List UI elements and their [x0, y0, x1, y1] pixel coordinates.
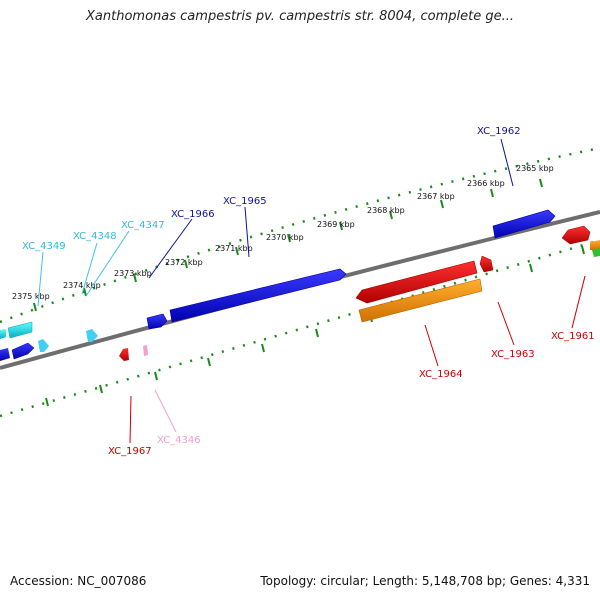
tick-label-2365: 2365 kbp	[516, 164, 554, 173]
gene-labels: XC_1962 XC_1965 XC_1966 XC_4347 XC_4348 …	[22, 126, 595, 457]
tick-label-2372: 2372 kbp	[165, 258, 203, 267]
gene-label-XC_4346[interactable]: XC_4346	[157, 435, 201, 446]
gene-orange-edge[interactable]	[590, 240, 600, 250]
gene-XC_4346[interactable]	[143, 345, 148, 356]
genome-summary-label: Topology: circular; Length: 5,148,708 bp…	[260, 574, 590, 588]
accession-label: Accession: NC_007086	[10, 574, 147, 588]
gene-label-XC_1966[interactable]: XC_1966	[171, 209, 215, 220]
gene-XC_4348[interactable]	[38, 339, 49, 352]
gene-label-XC_1963[interactable]: XC_1963	[491, 349, 535, 360]
tick-label-2373: 2373 kbp	[114, 269, 152, 278]
gene-XC_1964[interactable]	[358, 278, 483, 323]
gene-label-XC_1967[interactable]: XC_1967	[108, 446, 152, 457]
forward-genes	[0, 209, 556, 361]
tick-label-2368: 2368 kbp	[367, 206, 405, 215]
gene-XC_1966[interactable]	[146, 313, 168, 330]
gene-XC_1965[interactable]	[169, 268, 347, 323]
gene-label-XC_4349[interactable]: XC_4349	[22, 241, 66, 252]
gene-XC_1963[interactable]	[479, 255, 494, 273]
gene-XC_1964-red[interactable]	[355, 260, 478, 304]
gene-XC_1967[interactable]	[119, 348, 129, 361]
reverse-genes	[119, 225, 600, 361]
tick-label-2374: 2374 kbp	[63, 281, 101, 290]
gene-blue-left-1[interactable]	[11, 342, 35, 360]
kbp-tick-labels: 2365 kbp 2366 kbp 2367 kbp 2368 kbp 2369…	[12, 164, 554, 301]
tick-label-2370: 2370 kbp	[266, 233, 304, 242]
gene-XC_4349[interactable]	[7, 321, 33, 339]
tick-label-2369: 2369 kbp	[317, 220, 355, 229]
gene-label-XC_1961[interactable]: XC_1961	[551, 331, 595, 342]
gene-label-XC_4348[interactable]: XC_4348	[73, 231, 117, 242]
outer-tick-ring	[0, 146, 600, 324]
gene-blue-left-2[interactable]	[0, 348, 10, 361]
label-leader-lines	[37, 138, 586, 444]
tick-label-2371: 2371 kbp	[215, 244, 253, 253]
gene-XC_4347[interactable]	[86, 329, 98, 342]
tick-label-2367: 2367 kbp	[417, 192, 455, 201]
gene-label-XC_1965[interactable]: XC_1965	[223, 196, 267, 207]
gene-label-XC_4347[interactable]: XC_4347	[121, 220, 165, 231]
gene-cyan-left-2[interactable]	[0, 329, 6, 339]
tick-label-2366: 2366 kbp	[467, 179, 505, 188]
gene-green-edge[interactable]	[592, 248, 600, 257]
gene-label-XC_1962[interactable]: XC_1962	[477, 126, 521, 137]
gene-XC_1962[interactable]	[492, 209, 556, 239]
gene-label-XC_1964[interactable]: XC_1964	[419, 369, 463, 380]
tick-label-2375: 2375 kbp	[12, 292, 50, 301]
genome-title: Xanthomonas campestris pv. campestris st…	[86, 9, 514, 24]
gene-XC_1961[interactable]	[561, 225, 591, 245]
